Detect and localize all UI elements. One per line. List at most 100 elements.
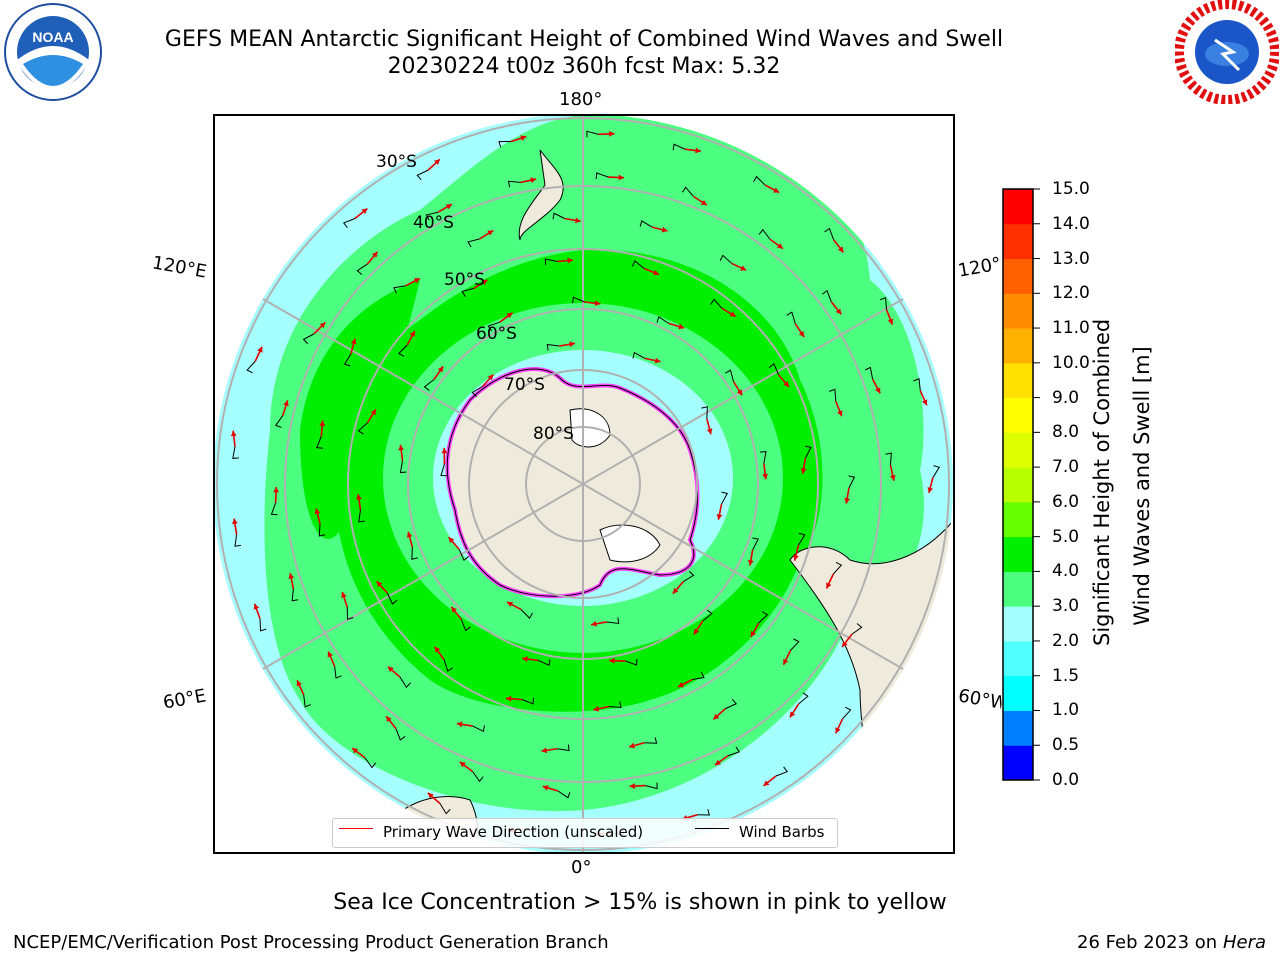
wave-arrow-head [793,554,799,561]
wave-arrow-head [609,131,615,137]
wave-arrow-head [370,409,376,416]
wave-arrow-head [921,399,928,406]
wind-barb [790,638,800,651]
wave-arrow-head [230,430,237,437]
wind-barb [386,592,398,605]
wind-barb [879,297,888,310]
colorbar-band [1003,328,1033,364]
lat-label-60s: 60°S [476,324,517,344]
colorbar-band [1003,432,1033,468]
wind-barb [557,790,571,799]
wave-direction-arrows [230,130,941,837]
wave-arrow-head [387,666,394,673]
wind-barb [656,316,670,324]
wave-arrow-head [693,628,700,635]
wind-barb [395,728,406,741]
wave-arrow-head [750,630,756,637]
lat-label-40s: 40°S [413,213,454,233]
wind-barb [586,130,599,138]
wave-arrow-head [837,246,844,253]
wind-barb [399,676,411,689]
wind-barb [342,218,356,229]
wave-arrow-head [409,330,415,337]
wind-barb [805,445,812,459]
wave-arrow-head [672,587,679,594]
wind-barb [544,258,558,265]
wind-barb [632,351,646,359]
wave-arrow-head [506,312,513,319]
colorbar-band [1003,571,1033,607]
wave-arrow-head [507,601,514,608]
wind-barb [557,744,570,752]
lon-label-180: 180° [559,89,603,110]
wave-arrow-head [835,308,842,315]
chart-subtitle: 20230224 t00z 360h fcst Max: 5.32 [387,54,781,79]
colorbar-band [1003,745,1033,781]
wind-barb [721,491,729,505]
lat-label-30s: 30°S [376,152,417,172]
colorbar-tick-label: 2.0 [1052,630,1080,651]
wind-barb [270,502,278,516]
legend-wave-direction: Primary Wave Direction (unscaled) [383,823,644,841]
wind-barb-swatch [695,828,729,829]
colorbar-band [1003,293,1033,329]
wind-barb [572,296,585,304]
wind-barb [440,463,448,477]
wind-barb [458,549,469,562]
wave-arrow-head [288,573,295,579]
wind-barb [291,588,299,602]
wave-arrow-head [783,658,789,665]
wave-arrow-head [706,428,713,435]
wave-arrow-head [437,366,444,373]
wind-barb [758,228,771,240]
wave-arrow-head [441,447,448,454]
wave-arrow-head [715,759,721,766]
wind-barb [639,220,653,228]
wind-barb [727,746,741,757]
wave-arrow-head [713,713,720,720]
colorbar-tick-label: 14.0 [1052,213,1090,234]
wind-barb [885,452,892,466]
wave-arrow-head [451,606,457,613]
wave-arrow-head [413,278,420,284]
colorbar-tick-label: 12.0 [1052,283,1090,304]
wind-barb [346,607,354,620]
wave-arrow-head [789,711,796,718]
colorbar-tick-label: 1.0 [1052,700,1080,721]
wave-arrow-head [594,300,601,307]
colorbar-tick-label: 5.0 [1052,526,1080,547]
wind-barb [520,609,534,619]
wave-arrow-head [542,785,549,791]
colorbar-tick-label: 0.0 [1052,770,1080,790]
wind-barb [824,227,835,240]
wave-arrow-head [448,537,455,544]
wind-barb [645,782,658,790]
colorbar-tick-label: 8.0 [1052,422,1080,443]
wave-arrow-head [736,389,743,396]
wind-barb [848,475,856,489]
wind-barb [631,260,645,269]
wind-barb [683,570,695,583]
wave-direction-swatch [339,828,373,829]
wave-arrow-head [319,322,326,329]
wave-arrow-head [591,621,597,627]
colorbar-tick-label: 4.0 [1052,561,1080,582]
wave-arrow-head [356,494,362,500]
colorbar-tick-label: 10.0 [1052,352,1090,373]
wind-barb [768,363,780,376]
wind-barb [356,263,368,275]
wave-arrow-head [296,680,302,687]
colorbar-tick-label: 3.0 [1052,596,1080,617]
wave-arrow-head [445,204,452,210]
wave-arrow-head [678,323,685,330]
wave-arrow-head [593,706,600,712]
wave-arrow-head [505,695,512,702]
wave-arrow-head [763,780,770,786]
wave-arrow-head [653,269,660,276]
wave-arrow-head [273,486,279,493]
wind-barb [701,406,708,419]
wind-barb [864,366,874,380]
wind-barb [439,803,451,815]
lat-label-80s: 80°S [533,424,574,444]
